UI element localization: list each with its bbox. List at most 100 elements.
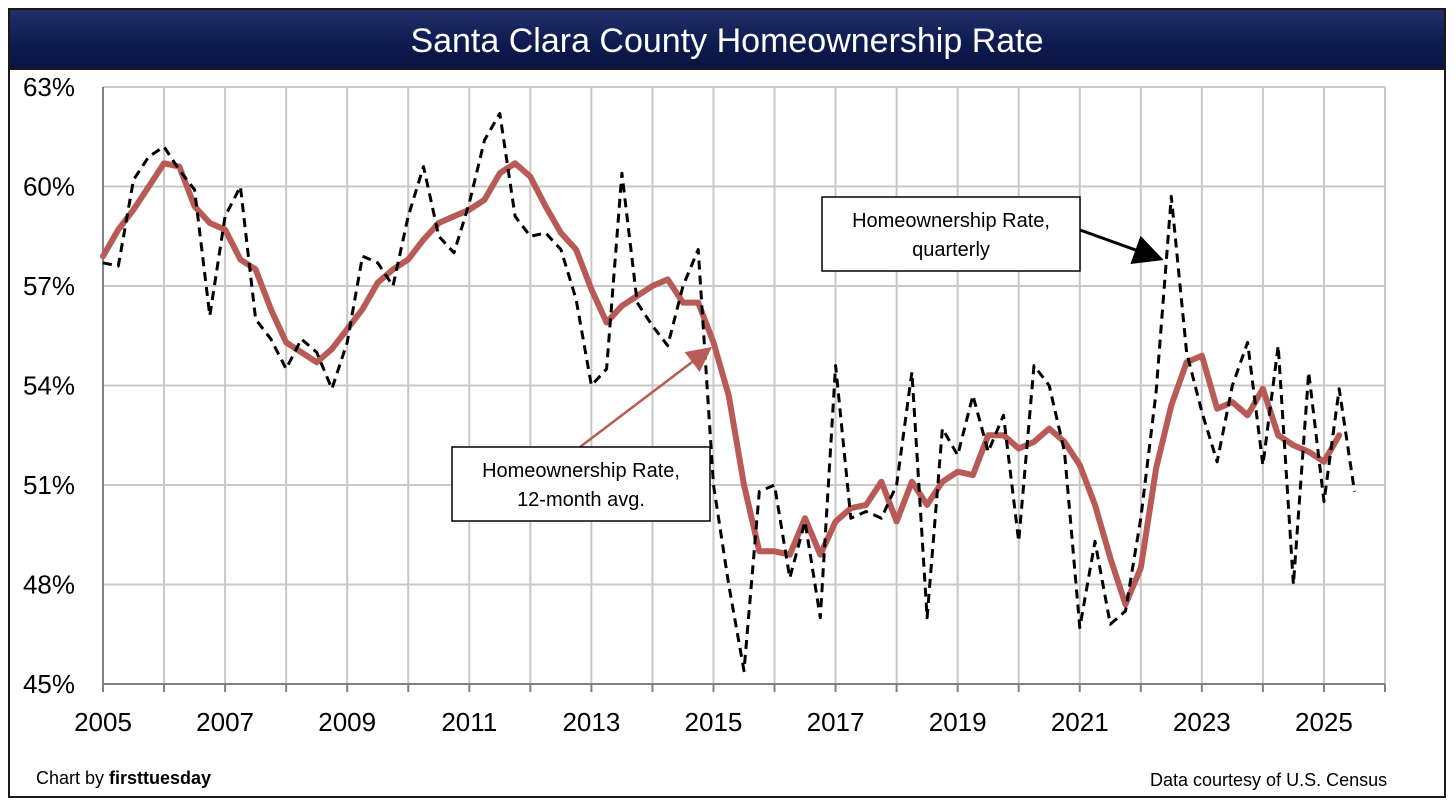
data-point-quarterly <box>1261 464 1264 467</box>
data-point-quarterly <box>514 215 517 218</box>
data-point-quarterly <box>1200 411 1203 414</box>
data-point-avg <box>590 288 593 291</box>
data-point-avg <box>1185 361 1188 364</box>
data-point-quarterly <box>1017 540 1020 543</box>
data-point-avg <box>971 474 974 477</box>
annotations: Homeownership Rate, quarterly Homeownershi… <box>451 196 1164 522</box>
data-point-quarterly <box>727 583 730 586</box>
data-point-avg <box>605 321 608 324</box>
data-point-quarterly <box>483 139 486 142</box>
data-point-quarterly <box>117 265 120 268</box>
data-point-quarterly <box>376 261 379 264</box>
data-point-quarterly <box>1094 540 1097 543</box>
data-point-avg <box>681 301 684 304</box>
data-point-avg <box>269 308 272 311</box>
data-point-quarterly <box>391 285 394 288</box>
data-point-quarterly <box>1002 414 1005 417</box>
data-point-quarterly <box>1216 460 1219 463</box>
data-point-avg <box>788 553 791 556</box>
data-point-avg <box>636 294 639 297</box>
data-point-avg <box>987 434 990 437</box>
x-tick-label: 2013 <box>562 707 620 737</box>
data-point-avg <box>1246 414 1249 417</box>
data-point-quarterly <box>193 188 196 191</box>
credit-prefix: Chart by <box>36 768 110 788</box>
data-point-quarterly <box>239 185 242 188</box>
data-point-avg <box>559 231 562 234</box>
data-point-quarterly <box>1246 341 1249 344</box>
data-point-avg <box>849 507 852 510</box>
data-point-avg <box>224 228 227 231</box>
data-point-avg <box>895 520 898 523</box>
data-point-avg <box>1277 434 1280 437</box>
data-point-quarterly <box>498 112 501 115</box>
data-point-quarterly <box>407 215 410 218</box>
data-point-avg <box>1124 603 1127 606</box>
annotation-text-avg: Homeownership Rate, <box>482 460 680 482</box>
data-point-quarterly <box>880 517 883 520</box>
data-point-avg <box>1338 434 1341 437</box>
data-point-quarterly <box>590 384 593 387</box>
annotation-box-avg <box>451 446 711 522</box>
data-point-avg <box>1032 440 1035 443</box>
data-point-avg <box>804 517 807 520</box>
y-tick-label: 51% <box>23 470 75 500</box>
data-point-quarterly <box>910 371 913 374</box>
data-point-quarterly <box>1307 371 1310 374</box>
data-point-avg <box>315 361 318 364</box>
data-point-avg <box>1200 354 1203 357</box>
data-point-avg <box>376 281 379 284</box>
data-point-avg <box>361 308 364 311</box>
data-point-quarterly <box>666 344 669 347</box>
annotation-text-avg: 12-month avg. <box>517 489 645 511</box>
data-point-avg <box>468 208 471 211</box>
data-point-quarterly <box>788 576 791 579</box>
data-point-quarterly <box>1078 626 1081 629</box>
data-point-avg <box>880 480 883 483</box>
data-point-quarterly <box>1338 387 1341 390</box>
data-point-avg <box>208 221 211 224</box>
x-tick-label: 2019 <box>929 707 987 737</box>
data-point-avg <box>1261 387 1264 390</box>
x-tick-label: 2011 <box>441 707 497 737</box>
data-point-avg <box>1139 566 1142 569</box>
data-point-avg <box>666 278 669 281</box>
data-point-quarterly <box>285 367 288 370</box>
data-point-quarterly <box>605 367 608 370</box>
y-tick-label: 48% <box>23 570 75 600</box>
data-point-quarterly <box>102 261 105 264</box>
data-point-quarterly <box>849 517 852 520</box>
annotation-text-quarterly: Homeownership Rate, <box>852 210 1050 232</box>
data-point-avg <box>163 162 166 165</box>
y-tick-label: 60% <box>23 172 75 202</box>
x-tick-label: 2025 <box>1295 707 1353 737</box>
data-point-quarterly <box>1155 391 1158 394</box>
data-point-quarterly <box>468 202 471 205</box>
data-point-quarterly <box>1139 517 1142 520</box>
data-point-quarterly <box>147 155 150 158</box>
data-point-quarterly <box>1322 500 1325 503</box>
data-point-quarterly <box>132 178 135 181</box>
data-point-quarterly <box>544 231 547 234</box>
data-point-quarterly <box>361 255 364 258</box>
data-point-avg <box>483 198 486 201</box>
data-point-quarterly <box>1353 490 1356 493</box>
data-point-quarterly <box>437 235 440 238</box>
data-point-quarterly <box>865 510 868 513</box>
data-point-avg <box>712 341 715 344</box>
data-point-avg <box>727 394 730 397</box>
data-point-quarterly <box>834 364 837 367</box>
data-point-quarterly <box>163 145 166 148</box>
y-tick-label: 57% <box>23 271 75 301</box>
data-point-avg <box>697 301 700 304</box>
data-point-avg <box>102 255 105 258</box>
data-point-quarterly <box>697 248 700 251</box>
x-tick-label: 2007 <box>196 707 254 737</box>
data-point-avg <box>575 248 578 251</box>
data-point-quarterly <box>712 484 715 487</box>
annotation-text-quarterly: quarterly <box>912 239 990 261</box>
data-point-avg <box>498 172 501 175</box>
data-point-avg <box>1109 556 1112 559</box>
data-point-avg <box>1322 460 1325 463</box>
data-point-avg <box>1017 447 1020 450</box>
